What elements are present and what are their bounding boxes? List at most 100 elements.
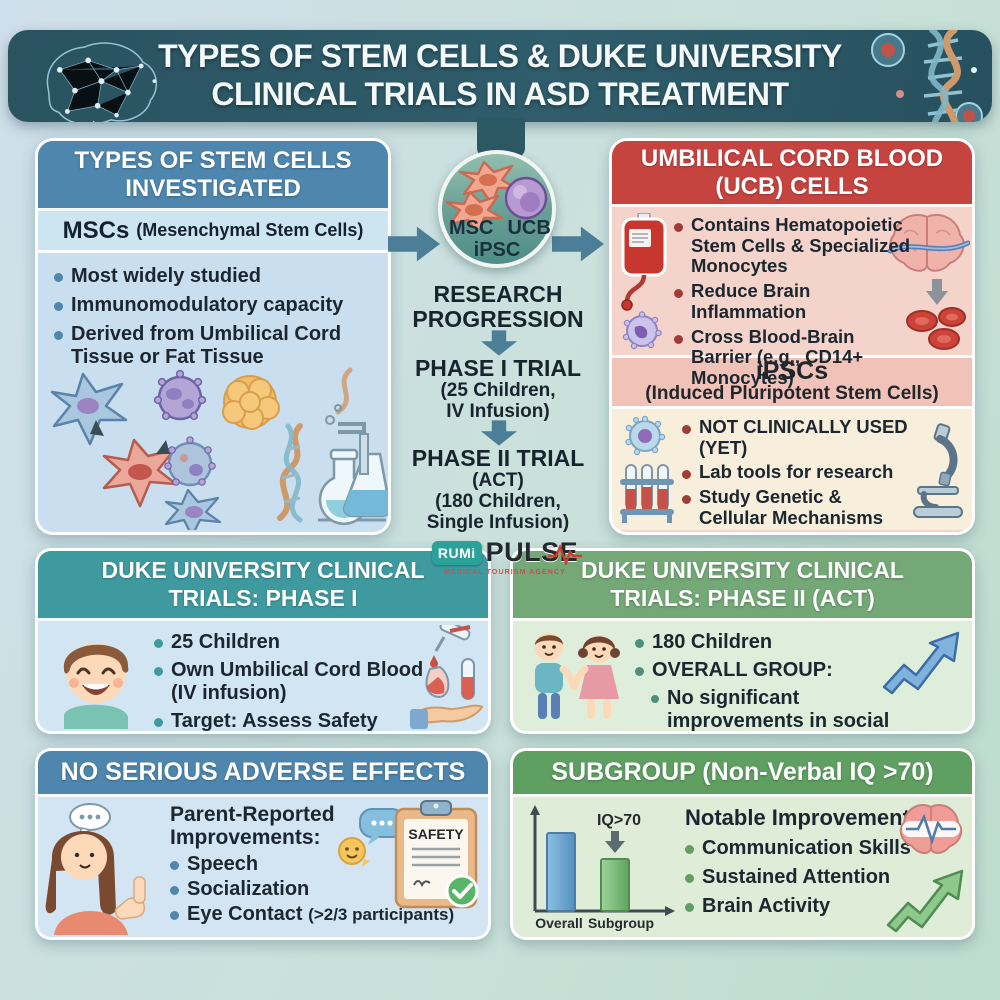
subgroup-bullet-list: Communication Skills Sustained Attention… <box>685 837 925 924</box>
brain-network-icon <box>46 42 158 122</box>
subgroup-box-body: IQ>70 Overall Subgroup Notable Improveme… <box>513 797 972 937</box>
bullet-dot <box>674 223 683 232</box>
stem-cells-box-title: TYPES OF STEM CELLS INVESTIGATED <box>38 141 388 211</box>
arrow-down-icon <box>481 330 517 356</box>
safety-clipboard-icon: SAFETY <box>394 800 479 909</box>
bullet-dot <box>154 639 163 648</box>
stem-cells-bullet-list: Most widely studied Immunomodulatory cap… <box>38 253 388 369</box>
bullet-dot <box>154 667 163 676</box>
stem-cell-types-circle: MSC UCB iPSC <box>438 150 556 268</box>
monocyte-cell-icon <box>622 311 662 350</box>
list-item: 25 Children <box>154 631 434 654</box>
bullet-dot <box>685 874 694 883</box>
cell-cluster-icon <box>446 160 548 228</box>
adverse-box-body: Parent-Reported Improvements: Speech Soc… <box>38 797 488 937</box>
list-item: Reduce Brain Inflammation <box>674 280 916 322</box>
bar-overall <box>546 832 576 912</box>
list-item: Cross Blood-Brain Barrier (e.g., CD14+ M… <box>674 326 916 389</box>
bullet-dot <box>170 861 179 870</box>
test-tubes-icon <box>620 464 674 523</box>
microscope-icon <box>913 423 963 518</box>
subgroup-box: SUBGROUP (Non-Verbal IQ >70) IQ>70 Overa… <box>510 748 975 940</box>
phase1-box-title: DUKE UNIVERSITY CLINICAL TRIALS: PHASE I <box>38 551 488 621</box>
parent-reported-heading: Parent-Reported Improvements: <box>170 803 335 850</box>
phase2-box-title: DUKE UNIVERSITY CLINICAL TRIALS: PHASE I… <box>513 551 972 621</box>
bar-chart-icon: IQ>70 Overall Subgroup <box>530 805 675 931</box>
parent-thumbs-up-icon <box>45 803 146 935</box>
phase2-bullet-list: 180 Children OVERALL GROUP: No significa… <box>635 631 935 731</box>
page-title-line1: TYPES OF STEM CELLS & DUKE UNIVERSITY <box>158 38 842 75</box>
chart-annotation: IQ>70 <box>597 812 641 829</box>
label-msc: MSC <box>449 217 494 239</box>
duke-phase2-box: DUKE UNIVERSITY CLINICAL TRIALS: PHASE I… <box>510 548 975 734</box>
arrow-down-icon <box>926 279 948 305</box>
brain-activity-icon <box>899 804 963 854</box>
bar-subgroup <box>600 858 630 912</box>
bullet-dot <box>635 667 644 676</box>
trend-up-arrow-icon <box>886 869 964 933</box>
ipsc-cell-icon <box>625 415 666 456</box>
phase1-trial-label: PHASE I TRIAL (25 Children, IV Infusion) <box>414 355 582 422</box>
list-item: Immunomodulatory capacity <box>54 294 380 317</box>
page-title: TYPES OF STEM CELLS & DUKE UNIVERSITY CL… <box>158 38 842 114</box>
ucb-box-body: Contains Hematopoietic Stem Cells & Spec… <box>612 207 972 388</box>
trend-up-arrow-icon <box>882 631 960 695</box>
list-item: Lab tools for research <box>682 462 908 483</box>
phase1-box-body: 25 Children Own Umbilical Cord Blood (IV… <box>38 621 488 731</box>
logo-tagline: MEDICAL TOURISM AGENCY <box>444 569 566 576</box>
bullet-dot <box>674 289 683 299</box>
two-children-icon <box>535 633 620 719</box>
header-banner: TYPES OF STEM CELLS & DUKE UNIVERSITY CL… <box>8 30 992 122</box>
bullet-dot <box>54 273 63 282</box>
ucb-box-title: UMBILICAL CORD BLOOD (UCB) CELLS <box>612 141 972 207</box>
list-item: 180 Children <box>635 631 935 654</box>
subgroup-box-title: SUBGROUP (Non-Verbal IQ >70) <box>513 751 972 797</box>
ipsc-section-body: NOT CLINICALLY USED (YET) Lab tools for … <box>612 409 972 530</box>
list-item: Communication Skills <box>685 837 925 860</box>
annotation-arrow-icon <box>605 831 625 853</box>
list-item: Brain Activity <box>685 895 925 918</box>
child-face-icon <box>63 643 129 729</box>
notable-improvements-heading: Notable Improvements: <box>685 805 930 830</box>
list-item: Contains Hematopoietic Stem Cells & Spec… <box>674 214 916 277</box>
research-progression-label: RESEARCH PROGRESSION <box>412 281 584 332</box>
list-item: Eye Contact (>2/3 participants) <box>170 903 488 925</box>
rumi-pulse-logo: RUMi PULSE MEDICAL TOURISM AGENCY <box>430 537 583 576</box>
label-ipsc: iPSC <box>473 239 521 261</box>
infusion-lab-icon <box>410 625 484 729</box>
bullet-dot <box>54 331 63 340</box>
bullet-dot <box>154 718 163 727</box>
adverse-bullet-list: Speech Socialization Eye Contact (>2/3 p… <box>170 853 488 928</box>
dna-helix-icon <box>871 30 983 122</box>
bullet-dot <box>674 334 683 344</box>
list-item: OVERALL GROUP: <box>635 659 935 682</box>
phase2-box-body: 180 Children OVERALL GROUP: No significa… <box>513 621 972 731</box>
clipboard-label: SAFETY <box>408 826 464 842</box>
msc-subheader: MSCs (Mesenchymal Stem Cells) <box>38 211 388 253</box>
stem-cell-illustration <box>50 367 388 530</box>
chat-bubbles-icon <box>338 808 405 867</box>
ipsc-bullet-list: NOT CLINICALLY USED (YET) Lab tools for … <box>682 416 908 532</box>
bullet-dot <box>685 903 694 912</box>
list-item: Socialization <box>170 878 488 900</box>
brain-blood-vessel-icon <box>887 214 970 272</box>
page-title-line2: CLINICAL TRIALS IN ASD TREATMENT <box>211 76 789 112</box>
arrow-down-icon <box>481 420 517 446</box>
bullet-dot <box>682 425 691 434</box>
arrow-right-icon <box>552 226 604 262</box>
label-ucb: UCB <box>507 217 551 239</box>
bullet-dot <box>635 639 644 648</box>
ucb-bullet-list: Contains Hematopoietic Stem Cells & Spec… <box>674 214 916 393</box>
chart-label-subgroup: Subgroup <box>588 915 654 931</box>
adverse-box-title: NO SERIOUS ADVERSE EFFECTS <box>38 751 488 797</box>
circle-labels: MSC UCB iPSC <box>442 217 552 261</box>
bullet-dot <box>170 886 179 895</box>
list-item: Own Umbilical Cord Blood (IV infusion) <box>154 659 434 705</box>
chart-label-overall: Overall <box>535 915 582 931</box>
bullet-dot <box>682 495 691 505</box>
list-item: Target: Assess Safety <box>154 710 434 731</box>
footer: EXPLORING THE EVIDENCE & PROMISE OF STEM… <box>0 944 1000 996</box>
list-item: Derived from Umbilical Cord Tissue or Fa… <box>54 323 380 369</box>
stem-cells-box: TYPES OF STEM CELLS INVESTIGATED MSCs (M… <box>35 138 391 535</box>
